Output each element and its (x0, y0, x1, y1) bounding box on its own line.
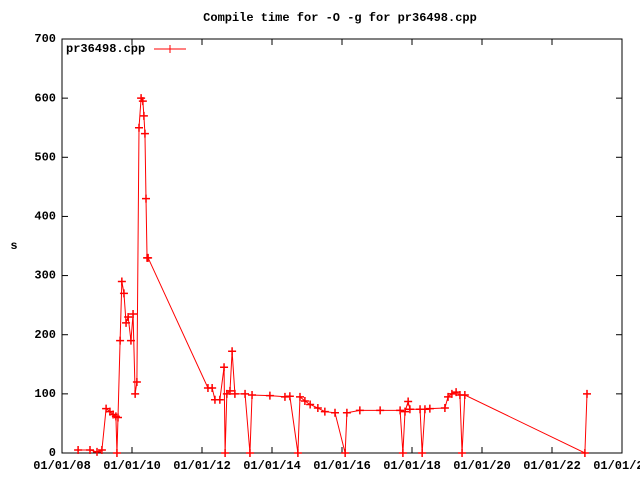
y-tick-label: 500 (34, 150, 56, 164)
point-marker (376, 406, 385, 415)
legend-swatch-marker (166, 45, 174, 53)
point-marker (220, 363, 229, 372)
point-marker (138, 97, 147, 106)
y-tick-label: 0 (49, 446, 56, 460)
point-marker (126, 336, 135, 345)
y-tick-label: 200 (34, 328, 56, 342)
x-tick-label: 01/01/24 (593, 459, 640, 473)
point-marker (341, 449, 350, 457)
point-marker (306, 400, 315, 409)
point-marker (74, 446, 83, 455)
point-marker (215, 395, 224, 404)
point-marker (208, 383, 217, 392)
point-marker (245, 449, 254, 457)
point-marker (93, 447, 101, 456)
y-tick-label: 600 (34, 91, 56, 105)
point-marker (86, 446, 94, 455)
point-marker (142, 194, 150, 203)
point-marker (285, 392, 294, 401)
point-marker (117, 277, 126, 286)
point-marker (124, 312, 133, 321)
point-marker (401, 407, 409, 416)
x-tick-label: 01/01/18 (383, 459, 441, 473)
point-marker (132, 378, 141, 387)
point-marker (116, 336, 125, 345)
point-marker (135, 123, 143, 132)
point-marker (221, 449, 230, 457)
point-marker (112, 449, 121, 457)
point-marker (398, 449, 407, 457)
point-marker (131, 389, 140, 398)
point-marker (440, 404, 449, 413)
point-marker (460, 391, 469, 400)
point-marker (230, 389, 239, 398)
point-marker (144, 253, 153, 262)
point-marker (580, 449, 589, 457)
point-marker (313, 404, 322, 413)
point-marker (226, 386, 234, 395)
point-marker (583, 389, 591, 398)
point-marker (228, 347, 237, 356)
point-marker (342, 408, 351, 417)
series-line (78, 96, 588, 454)
point-marker (404, 397, 413, 406)
point-marker (296, 392, 304, 401)
x-tick-label: 01/01/16 (313, 459, 371, 473)
x-tick-label: 01/01/20 (453, 459, 511, 473)
x-tick-label: 01/01/08 (33, 459, 91, 473)
point-marker (119, 289, 128, 298)
point-marker (425, 404, 434, 413)
point-marker (140, 129, 149, 138)
legend-label: pr36498.cpp (66, 42, 145, 56)
y-tick-label: 300 (34, 269, 56, 283)
point-marker (418, 449, 427, 457)
point-marker (320, 407, 329, 416)
x-tick-label: 01/01/12 (173, 459, 231, 473)
point-marker (293, 449, 302, 457)
x-tick-label: 01/01/10 (103, 459, 161, 473)
x-tick-label: 01/01/14 (243, 459, 301, 473)
chart-title: Compile time for -O -g for pr36498.cpp (203, 11, 477, 25)
point-marker (129, 310, 138, 319)
point-marker (139, 111, 148, 120)
point-marker (300, 396, 309, 405)
y-tick-label: 700 (34, 32, 56, 46)
point-marker (396, 406, 405, 415)
x-tick-label: 01/01/22 (523, 459, 581, 473)
point-marker (97, 446, 106, 455)
point-marker (248, 391, 257, 400)
point-marker (447, 389, 456, 398)
point-marker (331, 408, 339, 417)
point-marker (355, 406, 364, 415)
point-marker (114, 413, 122, 422)
point-marker (241, 389, 250, 398)
y-tick-label: 400 (34, 210, 56, 224)
point-marker (265, 391, 274, 400)
y-tick-label: 100 (34, 387, 56, 401)
y-axis-label: s (10, 239, 17, 253)
point-marker (122, 318, 131, 327)
point-marker (458, 449, 467, 457)
point-marker (405, 405, 414, 414)
